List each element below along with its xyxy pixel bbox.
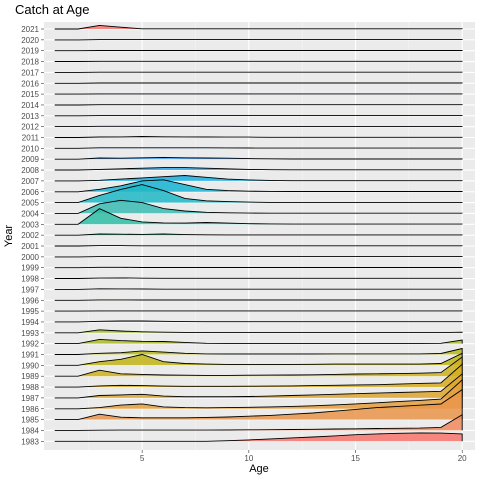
y-tick-label: 2014 [21, 101, 39, 110]
ridge-line-2007 [54, 175, 463, 182]
y-tick-label: 2004 [21, 209, 39, 218]
y-tick-label: 2012 [21, 123, 39, 132]
y-tick-label: 2009 [21, 155, 39, 164]
x-tick-label: 15 [351, 454, 360, 463]
ridge-line-2005 [54, 184, 463, 204]
y-tick-label: 1988 [21, 383, 39, 392]
ridge-fill-1990 [54, 353, 463, 366]
y-tick-label: 1998 [21, 275, 39, 284]
y-tick-label: 2021 [21, 25, 39, 34]
ridge-line-1989 [54, 356, 463, 377]
ridge-line-1990 [54, 352, 463, 366]
y-tick-label: 2003 [21, 220, 39, 229]
ridge-line-2002 [54, 233, 463, 236]
y-tick-label: 2015 [21, 90, 39, 99]
ridge-fill-1993 [54, 329, 463, 333]
ridge-fill-1984 [54, 414, 463, 431]
y-tick-label: 2007 [21, 177, 39, 186]
x-tick-label: 20 [458, 454, 467, 463]
x-axis-title: Age [249, 463, 269, 475]
y-tick-label: 1991 [21, 351, 39, 360]
ridge-fill-1988 [54, 364, 463, 388]
ridge-line-2004 [54, 199, 463, 214]
ridge-fill-1983 [54, 432, 463, 442]
y-tick-label: 1997 [21, 285, 39, 294]
ridge-line-2009 [54, 156, 463, 160]
y-tick-label: 2020 [21, 36, 39, 45]
ridge-line-2010 [54, 147, 463, 149]
ridge-line-1983 [54, 432, 463, 442]
y-tick-label: 1990 [21, 361, 39, 370]
y-tick-label: 2017 [21, 68, 39, 77]
ridge-line-1998 [54, 277, 463, 279]
ridge-line-2008 [54, 167, 463, 171]
chart-title: Catch at Age [15, 2, 89, 17]
x-tick-label: 10 [244, 454, 253, 463]
y-tick-label: 1987 [21, 394, 39, 403]
y-tick-label: 1995 [21, 307, 39, 316]
ridge-line-1986 [54, 378, 463, 410]
y-tick-label: 1984 [21, 426, 39, 435]
y-axis-title: Year [3, 225, 15, 248]
ridge-line-1984 [54, 414, 463, 431]
ridge-fill-1987 [54, 373, 463, 398]
ridge-line-2011 [54, 136, 463, 138]
ridge-fill-2021 [54, 25, 463, 29]
ridge-fill-1992 [54, 339, 463, 344]
y-tick-label: 1996 [21, 296, 39, 305]
ridge-fill-1985 [54, 389, 463, 420]
y-tick-label: 2008 [21, 166, 39, 175]
y-tick-label: 1994 [21, 318, 39, 327]
y-tick-label: 2011 [22, 134, 40, 143]
plot-panel [44, 22, 475, 450]
y-tick-label: 2006 [21, 188, 39, 197]
ridge-line-2003 [54, 208, 463, 225]
y-tick-label: 2019 [21, 47, 39, 56]
y-tick-label: 2018 [21, 58, 39, 67]
ridge-fill-2007 [54, 175, 463, 181]
ridge-fill-1991 [54, 348, 463, 355]
ridge-line-2006 [54, 179, 463, 193]
y-tick-label: 2000 [21, 253, 39, 262]
y-tick-label: 1989 [21, 372, 39, 381]
y-tick-label: 1983 [21, 437, 39, 446]
y-tick-label: 2001 [21, 242, 39, 251]
ridge-line-2021 [54, 24, 463, 30]
ridges [54, 24, 463, 442]
y-tick-label: 2002 [21, 231, 39, 240]
y-tick-label: 1999 [21, 264, 39, 273]
y-tick-label: 2010 [21, 144, 39, 153]
ridge-line-1988 [54, 363, 463, 388]
x-axis: 5 10 15 20 [140, 450, 467, 463]
ridge-line-1992 [54, 338, 463, 345]
x-tick-label: 5 [140, 454, 145, 463]
y-tick-label: 2013 [21, 112, 39, 121]
ridge-line-1994 [54, 320, 463, 323]
y-tick-label: 1985 [21, 416, 39, 425]
y-tick-label: 1986 [21, 405, 39, 414]
ridge-fill-1989 [54, 357, 463, 377]
ridge-fill-2003 [54, 208, 463, 225]
y-tick-label: 1992 [21, 340, 39, 349]
ridge-line-1993 [54, 329, 463, 334]
ridge-line-1997 [54, 288, 463, 290]
y-tick-label: 2005 [21, 199, 39, 208]
ridge-line-1985 [54, 388, 463, 421]
y-tick-label: 2016 [21, 79, 39, 88]
y-tick-label: 1993 [21, 329, 39, 338]
ridge-line-1987 [54, 372, 463, 399]
ridge-line-1991 [54, 347, 463, 355]
ridge-fill-2004 [54, 200, 463, 214]
